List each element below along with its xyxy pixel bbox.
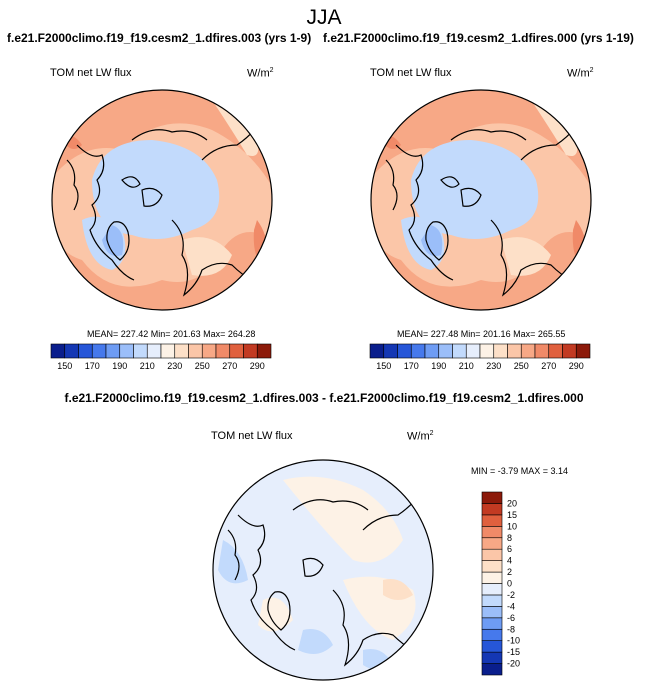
- colorbar1-swatch: [174, 343, 189, 359]
- colorbar2-swatch: [548, 343, 563, 359]
- map-panel-1: [51, 89, 273, 311]
- colorbar3-tick-label: 2: [507, 567, 512, 577]
- colorbar1-swatch: [229, 343, 244, 359]
- panel2-variable: TOM net LW flux: [370, 67, 452, 79]
- colorbar2-swatch: [520, 343, 536, 359]
- map-panel-2: [370, 89, 592, 311]
- colorbar1-swatch: [119, 343, 134, 359]
- colorbar3-swatch: [481, 617, 503, 630]
- difference-title: f.e21.F2000climo.f19_f19.cesm2_1.dfires.…: [64, 391, 584, 405]
- colorbar1-swatch: [243, 343, 258, 359]
- colorbar2-tick-label: 150: [376, 361, 391, 371]
- colorbar2-swatch: [465, 343, 481, 359]
- colorbar2-swatch: [575, 343, 591, 359]
- case-title-right: f.e21.F2000climo.f19_f19.cesm2_1.dfires.…: [323, 31, 634, 45]
- colorbar3-tick-label: -4: [507, 601, 515, 611]
- colorbar1-tick-label: 250: [195, 361, 210, 371]
- colorbar2-swatch: [424, 343, 440, 359]
- colorbar2-tick-label: 230: [486, 361, 501, 371]
- colorbar3-swatch: [481, 594, 503, 607]
- colorbar2-swatch: [452, 343, 467, 359]
- colorbar3-tick-label: -15: [507, 647, 520, 657]
- colorbar3-swatch: [481, 571, 503, 584]
- colorbar1-swatch: [50, 343, 66, 359]
- colorbar1-swatch: [64, 343, 79, 359]
- colorbar1-tick-label: 210: [140, 361, 155, 371]
- colorbar3-tick-label: -2: [507, 590, 515, 600]
- colorbar1-tick-label: 230: [167, 361, 182, 371]
- colorbar1-tick-label: 290: [250, 361, 265, 371]
- colorbar3-swatch: [481, 640, 503, 653]
- colorbar2-swatch: [397, 343, 412, 359]
- colorbar3-tick-label: 8: [507, 533, 512, 543]
- colorbar2-tick-label: 170: [404, 361, 419, 371]
- panel3-variable: TOM net LW flux: [211, 430, 293, 442]
- panel1-variable: TOM net LW flux: [50, 67, 132, 79]
- colorbar3-tick-label: 6: [507, 544, 512, 554]
- colorbar1-swatch: [160, 343, 176, 359]
- colorbar1-swatch: [91, 343, 107, 359]
- colorbar3-swatch: [481, 526, 503, 539]
- figure-title: JJA: [306, 6, 342, 29]
- colorbar1-swatch: [78, 343, 93, 359]
- colorbar2-tick-label: 250: [514, 361, 529, 371]
- colorbar1-tick-label: 270: [222, 361, 237, 371]
- colorbar2-tick-label: 190: [431, 361, 446, 371]
- colorbar3-swatch: [481, 560, 503, 573]
- colorbar3-swatch: [481, 491, 503, 504]
- colorbar1-tick-label: 170: [85, 361, 100, 371]
- panel2-stats: MEAN= 227.48 Min= 201.16 Max= 265.55: [397, 329, 566, 339]
- colorbar2-swatch: [493, 343, 508, 359]
- colorbar-panel-2: 150 170 190 210 230 250 270 290: [369, 343, 591, 371]
- colorbar2-swatch: [534, 343, 550, 359]
- colorbar3-swatch: [481, 628, 503, 641]
- colorbar1-swatch: [146, 343, 162, 359]
- colorbar3-tick-label: 10: [507, 521, 517, 531]
- colorbar2-swatch: [369, 343, 385, 359]
- colorbar3-tick-label: 0: [507, 579, 512, 589]
- colorbar1-swatch: [188, 343, 203, 359]
- colorbar2-swatch: [410, 343, 426, 359]
- colorbar2-swatch: [438, 343, 453, 359]
- colorbar3-tick-label: -8: [507, 624, 515, 634]
- colorbar1-swatch: [215, 343, 231, 359]
- colorbar3-tick-label: -10: [507, 636, 520, 646]
- colorbar2-swatch: [383, 343, 398, 359]
- panel1-stats: MEAN= 227.42 Min= 201.63 Max= 264.28: [87, 329, 256, 339]
- colorbar3-swatch: [481, 537, 503, 550]
- colorbar3-swatch: [481, 548, 503, 561]
- colorbar1-swatch: [201, 343, 217, 359]
- colorbar2-tick-label: 290: [569, 361, 584, 371]
- colorbar1-swatch: [105, 343, 121, 359]
- case-title-left: f.e21.F2000climo.f19_f19.cesm2_1.dfires.…: [7, 31, 312, 45]
- colorbar3-swatch: [481, 503, 503, 516]
- colorbar2-swatch: [507, 343, 522, 359]
- colorbar3-swatch: [481, 606, 503, 619]
- colorbar-panel-1: 150 170 190 210 230 250 270 290: [50, 343, 272, 371]
- panel2-units: W/m2: [567, 67, 594, 80]
- colorbar3-tick-label: 4: [507, 556, 512, 566]
- colorbar1-tick-label: 150: [57, 361, 72, 371]
- colorbar2-swatch: [479, 343, 495, 359]
- colorbar3-tick-label: 20: [507, 498, 517, 508]
- panel3-units: W/m2: [407, 430, 434, 443]
- colorbar3-swatch: [481, 583, 503, 596]
- colorbar3-tick-label: 15: [507, 510, 517, 520]
- colorbar2-swatch: [562, 343, 577, 359]
- colorbar3-swatch: [481, 651, 503, 664]
- panel3-stats: MIN = -3.79 MAX = 3.14: [471, 466, 569, 476]
- colorbar1-swatch: [256, 343, 272, 359]
- colorbar3-tick-label: -6: [507, 613, 515, 623]
- colorbar3-tick-label: -20: [507, 659, 520, 669]
- colorbar2-tick-label: 210: [459, 361, 474, 371]
- panel1-units: W/m2: [247, 67, 274, 80]
- colorbar1-swatch: [133, 343, 148, 359]
- colorbar3-swatch: [481, 514, 503, 527]
- colorbar2-tick-label: 270: [541, 361, 556, 371]
- colorbar3-swatch: [481, 663, 503, 676]
- colorbar1-tick-label: 190: [112, 361, 127, 371]
- map-panel-3: [212, 459, 434, 681]
